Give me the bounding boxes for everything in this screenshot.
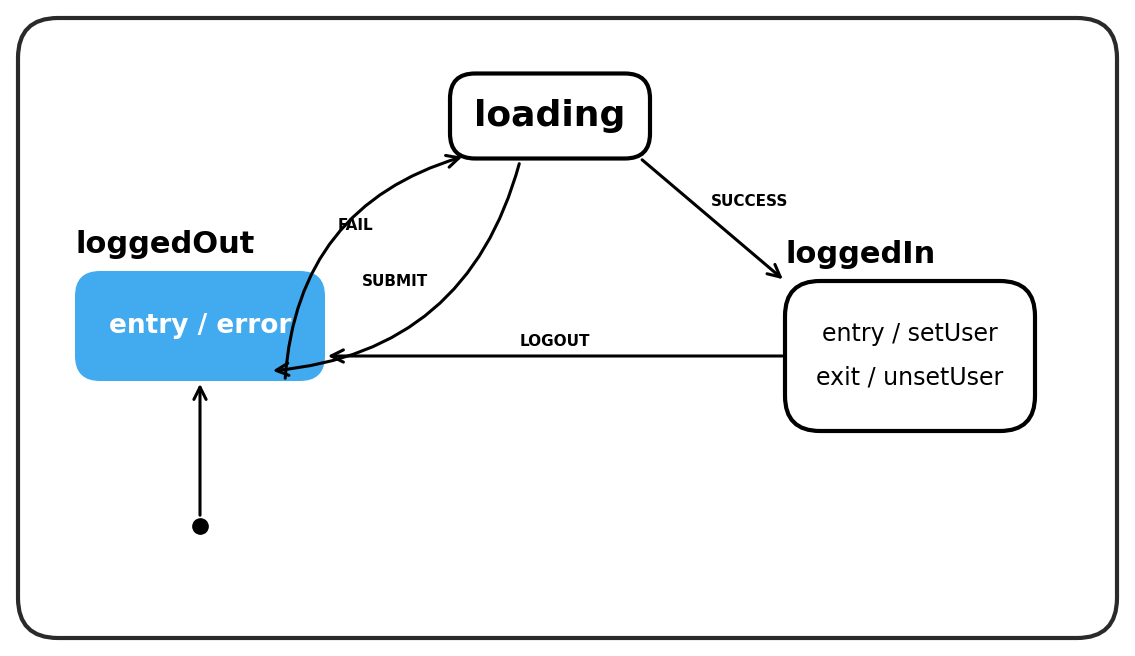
Text: loading: loading xyxy=(474,99,625,133)
Text: loggedOut: loggedOut xyxy=(75,230,254,259)
FancyBboxPatch shape xyxy=(785,281,1035,431)
Text: loggedIn: loggedIn xyxy=(785,240,935,269)
Text: LOGOUT: LOGOUT xyxy=(520,335,590,350)
Text: entry / error: entry / error xyxy=(109,313,292,339)
Text: FAIL: FAIL xyxy=(337,218,372,234)
FancyBboxPatch shape xyxy=(75,271,325,381)
FancyBboxPatch shape xyxy=(18,18,1117,638)
FancyBboxPatch shape xyxy=(449,73,650,159)
Text: SUBMIT: SUBMIT xyxy=(362,274,428,289)
Text: entry / setUser
exit / unsetUser: entry / setUser exit / unsetUser xyxy=(816,323,1003,390)
Text: SUCCESS: SUCCESS xyxy=(712,194,789,209)
